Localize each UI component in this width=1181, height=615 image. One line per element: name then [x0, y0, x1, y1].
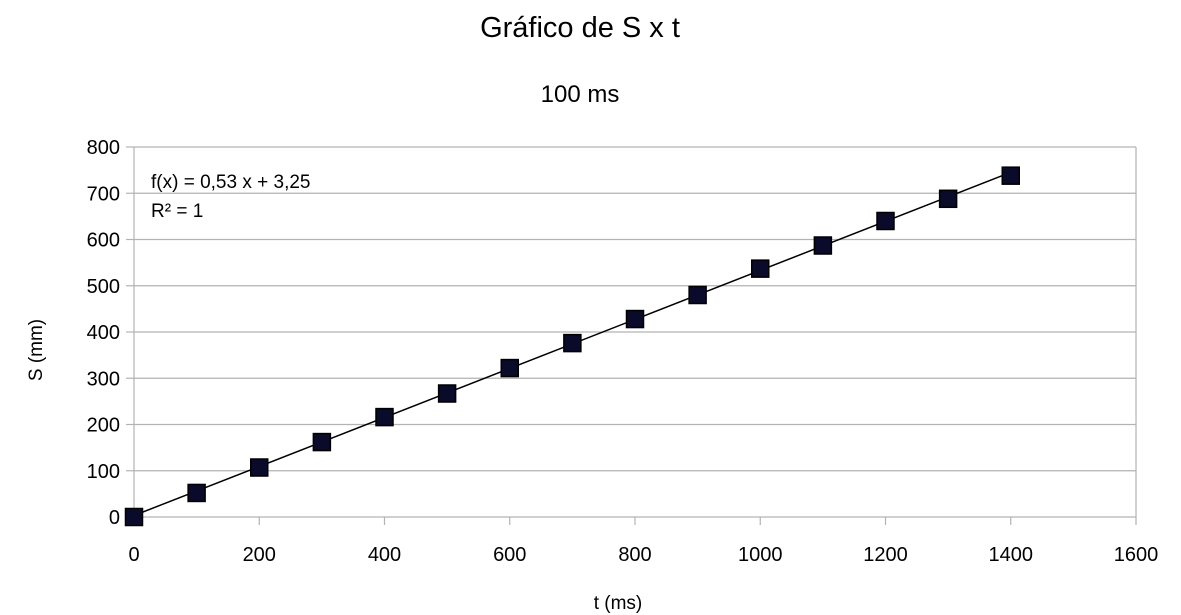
r-squared-label: R² = 1 [151, 201, 203, 222]
data-point [876, 211, 895, 231]
x-tick-label: 1400 [989, 544, 1034, 566]
data-point [563, 333, 582, 353]
data-point [312, 432, 332, 452]
data-point [751, 259, 770, 278]
data-point [625, 309, 645, 329]
data-point [938, 189, 958, 209]
data-point [500, 358, 519, 378]
y-tick-label: 300 [87, 368, 120, 390]
data-point [124, 507, 144, 527]
x-axis-label: t (ms) [594, 593, 643, 614]
y-tick-label: 400 [87, 322, 120, 344]
x-tick-label: 1000 [738, 544, 783, 566]
x-tick-label: 1600 [1114, 544, 1159, 566]
y-axis-label: S (mm) [26, 319, 47, 381]
data-point [187, 483, 206, 503]
x-tick-label: 200 [243, 544, 276, 566]
x-tick-label: 600 [493, 544, 526, 566]
data-point [688, 285, 707, 305]
y-tick-label: 100 [87, 461, 120, 483]
y-tick-label: 800 [87, 137, 120, 159]
x-tick-label: 0 [128, 544, 139, 566]
x-tick-labels: 0 200 400 600 800 1000 1200 1400 1600 [128, 544, 1158, 566]
y-tick-label: 200 [87, 415, 120, 437]
data-point [250, 458, 269, 477]
y-tick-labels: 0 100 200 300 400 500 600 700 800 [87, 137, 120, 529]
y-tick-label: 700 [87, 183, 120, 205]
y-tick-label: 600 [87, 230, 120, 252]
data-point [813, 236, 833, 255]
data-point [1001, 166, 1020, 185]
chart-title: Gráfico de S x t [480, 12, 680, 44]
y-tick-label: 0 [109, 507, 120, 529]
y-tick-label: 500 [87, 276, 120, 298]
x-tick-label: 400 [368, 544, 401, 566]
axes [126, 146, 1137, 525]
x-tick-label: 1200 [863, 544, 908, 566]
trendline-equation: f(x) = 0,53 x + 3,25 [151, 172, 310, 193]
grid-lines [134, 146, 1136, 472]
data-point [437, 384, 457, 403]
x-tick-label: 800 [618, 544, 651, 566]
data-point [375, 407, 394, 427]
chart-subtitle: 100 ms [541, 81, 620, 108]
data-points [124, 166, 1020, 527]
